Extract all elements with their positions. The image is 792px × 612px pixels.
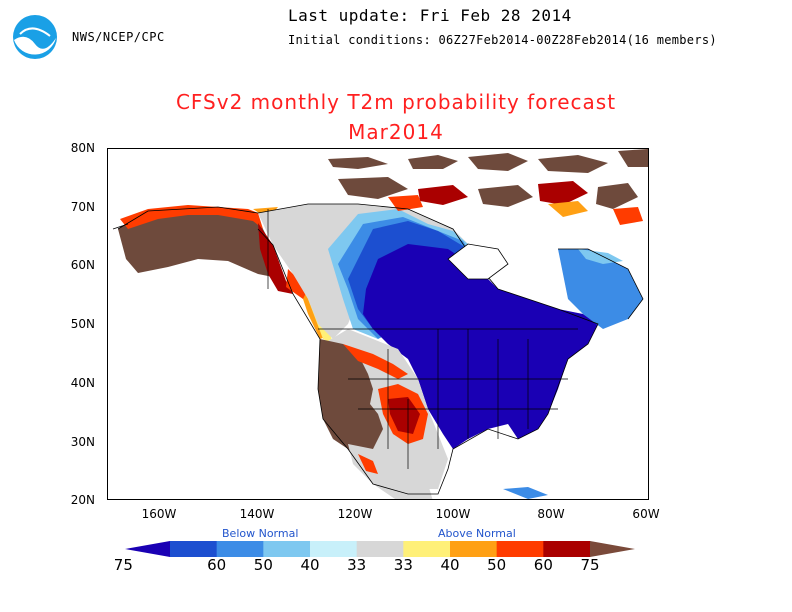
region-alaska-fringe: [120, 205, 263, 229]
lat-label: 30N: [70, 435, 95, 449]
lat-label: 60N: [70, 258, 95, 272]
above-normal-label: Above Normal: [438, 527, 516, 540]
forecast-map-svg: [112, 149, 648, 499]
colorbar-cell: [263, 541, 311, 557]
forecast-map: [107, 148, 649, 500]
colorbar-tick-label: 75: [113, 556, 133, 574]
colorbar-tick-label: 40: [440, 556, 460, 574]
lat-label: 80N: [70, 141, 95, 155]
lon-label: 100W: [435, 507, 471, 521]
hudson-bay: [447, 243, 509, 280]
below-normal-label: Below Normal: [222, 527, 299, 540]
colorbar-tick-label: 50: [253, 556, 273, 574]
lon-label: 120W: [337, 507, 373, 521]
colorbar-cell: [403, 541, 451, 557]
colorbar-cell: [310, 541, 358, 557]
lon-label: 60W: [632, 507, 660, 521]
lat-label: 50N: [70, 317, 95, 331]
colorbar-tick-label: 40: [300, 556, 320, 574]
colorbar-cell: [543, 541, 591, 557]
lon-label: 140W: [239, 507, 275, 521]
lat-label: 70N: [70, 200, 95, 214]
colorbar-cell: [450, 541, 498, 557]
region-alaska-fringe-dark: [258, 223, 293, 294]
coastline: [117, 203, 599, 495]
region-southwest-dark: [388, 397, 420, 434]
colorbar-cell: [356, 541, 404, 557]
region-alaska: [118, 207, 283, 279]
last-update-text: Last update: Fri Feb 28 2014: [288, 6, 572, 25]
region-mexico-normal: [348, 444, 433, 499]
colorbar-tick-label: 60: [207, 556, 227, 574]
chart-subtitle: Mar2014: [348, 120, 444, 144]
colorbar-tick-label: 60: [533, 556, 553, 574]
colorbar-tick-label: 75: [580, 556, 600, 574]
colorbar-cell: [216, 541, 264, 557]
colorbar: [125, 541, 635, 557]
chart-title: CFSv2 monthly T2m probability forecast: [175, 90, 617, 114]
lon-label: 80W: [537, 507, 565, 521]
noaa-logo: [13, 15, 57, 59]
region-labrador-light: [578, 249, 623, 264]
region-us-west-brown: [318, 339, 383, 459]
lat-label: 40N: [70, 376, 95, 390]
region-us-west-red-band: [343, 344, 408, 379]
agency-label: NWS/NCEP/CPC: [72, 30, 165, 44]
region-bc-coast-red: [286, 269, 308, 299]
map-borders: [112, 209, 578, 469]
colorbar-cell: [125, 541, 170, 557]
colorbar-cell: [590, 541, 635, 557]
region-mexico-red: [358, 454, 378, 474]
region-labrador-below: [558, 249, 643, 329]
region-caribbean: [503, 487, 548, 499]
lat-label: 20N: [70, 493, 95, 507]
lon-label: 160W: [141, 507, 177, 521]
colorbar-cell: [496, 541, 544, 557]
initial-conditions-text: Initial conditions: 06Z27Feb2014-00Z28Fe…: [288, 33, 717, 47]
colorbar-tick-label: 33: [347, 556, 367, 574]
region-below-75: [363, 244, 598, 449]
region-arctic-islands: [328, 149, 648, 225]
colorbar-tick-label: 33: [393, 556, 413, 574]
colorbar-tick-label: 50: [487, 556, 507, 574]
colorbar-cell: [170, 541, 218, 557]
